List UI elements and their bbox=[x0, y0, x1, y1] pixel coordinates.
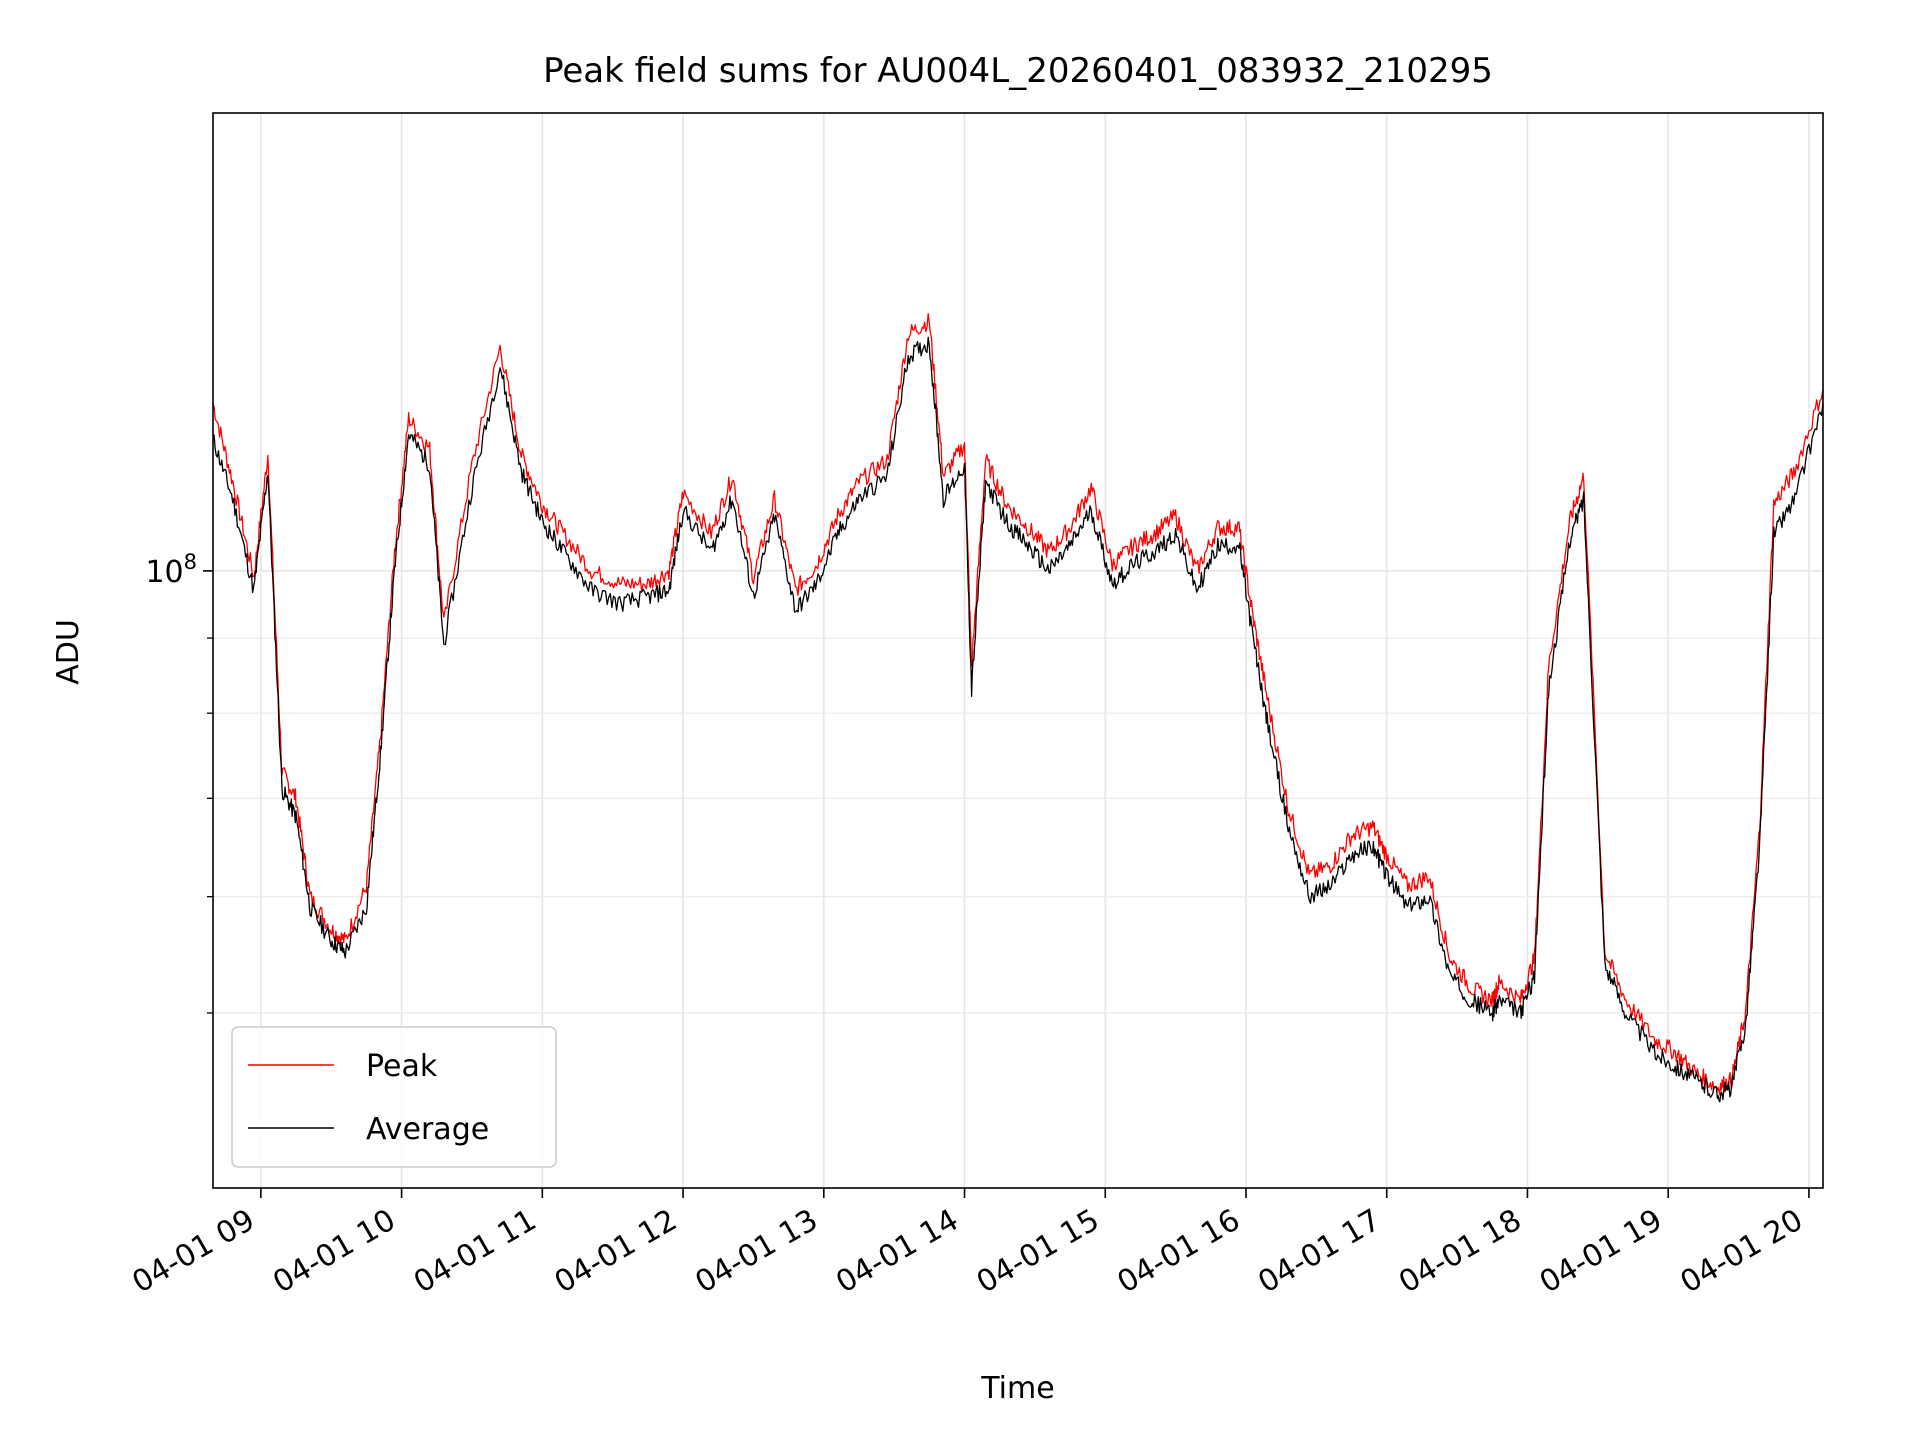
legend: Peak Average bbox=[231, 1026, 557, 1168]
legend-average-label: Average bbox=[366, 1112, 489, 1147]
series-peak-line bbox=[212, 313, 1824, 1096]
series-average-line bbox=[212, 336, 1824, 1103]
plot-area bbox=[213, 113, 1823, 1188]
grid bbox=[213, 113, 1823, 1188]
y-tick-label: 108 bbox=[145, 550, 197, 590]
legend-peak-label: Peak bbox=[366, 1049, 438, 1084]
series-group bbox=[212, 313, 1824, 1103]
y-axis-label: ADU bbox=[51, 619, 86, 685]
chart-title: Peak field sums for AU004L_20260401_0839… bbox=[543, 51, 1493, 91]
x-axis-label: Time bbox=[980, 1371, 1054, 1406]
plot-frame bbox=[212, 112, 1824, 1189]
legend-box bbox=[231, 1026, 557, 1168]
